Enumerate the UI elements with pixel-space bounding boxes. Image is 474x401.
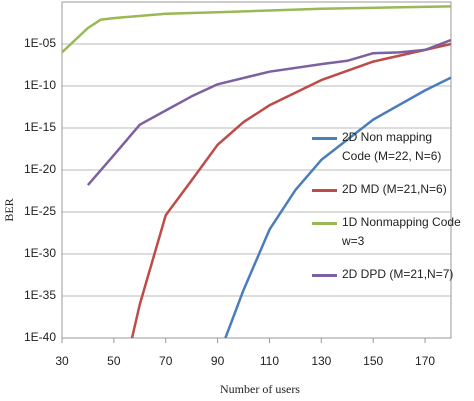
series-line — [86, 38, 451, 186]
y-tick-label: 1E-15 — [24, 120, 56, 134]
series-line — [62, 5, 451, 54]
legend-entry: 2D MD (M=21,N=6) — [312, 180, 462, 199]
legend-entry: 1D Nonmapping Code w=3 — [312, 213, 462, 251]
legend-label: 1D Nonmapping Code w=3 — [342, 215, 461, 248]
legend-swatch — [312, 189, 337, 192]
y-tick-label: 1E-10 — [24, 78, 56, 92]
x-tick-label: 150 — [363, 354, 383, 368]
legend-swatch — [312, 137, 337, 140]
legend-swatch — [312, 274, 337, 277]
legend-entry: 2D DPD (M=21,N=7) — [312, 265, 462, 284]
x-tick-label: 110 — [260, 354, 279, 368]
x-tick-label: 130 — [311, 354, 331, 368]
legend-label: 2D MD (M=21,N=6) — [342, 182, 447, 196]
x-tick-label: 90 — [211, 354, 225, 368]
x-tick-label: 70 — [159, 354, 173, 368]
y-tick-label: 1E-30 — [24, 246, 56, 260]
x-tick-label: 170 — [415, 354, 435, 368]
y-tick-label: 1E-25 — [24, 204, 56, 218]
x-tick-label: 30 — [55, 354, 69, 368]
y-tick-label: 1E-05 — [24, 36, 56, 50]
legend-entry: 2D Non mapping Code (M=22, N=6) — [312, 128, 462, 166]
y-tick-label: 1E-40 — [24, 330, 56, 344]
y-tick-label: 1E-35 — [24, 288, 56, 302]
legend: 2D Non mapping Code (M=22, N=6) 2D MD (M=… — [312, 128, 462, 298]
x-axis-label: Number of users — [220, 382, 300, 396]
y-tick-label: 1E-20 — [24, 162, 56, 176]
x-tick-label: 50 — [107, 354, 121, 368]
plot-frame — [61, 1, 452, 339]
series-line — [224, 76, 451, 338]
legend-label: 2D DPD (M=21,N=7) — [342, 267, 454, 281]
y-axis-label: BER — [2, 198, 16, 221]
legend-swatch — [312, 222, 337, 225]
legend-label: 2D Non mapping Code (M=22, N=6) — [342, 130, 442, 163]
series-line — [130, 42, 451, 338]
